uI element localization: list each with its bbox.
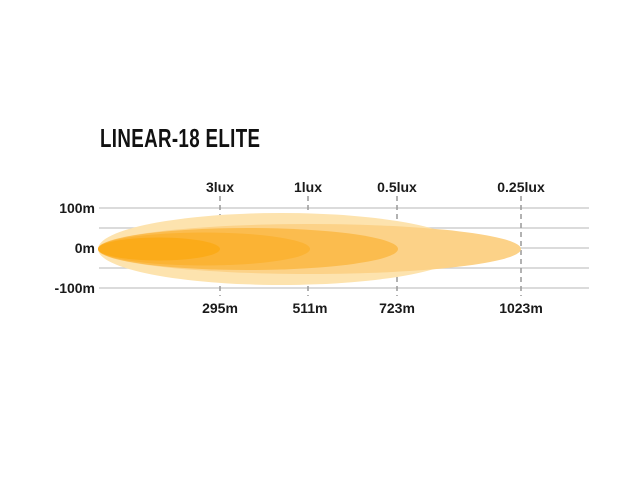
distance-label-511m: 511m	[292, 300, 328, 316]
distance-label-1023m: 1023m	[499, 300, 543, 316]
lux-label-1lux: 1lux	[293, 179, 322, 195]
beam-band-three-lux	[98, 237, 220, 261]
distance-label-295m: 295m	[202, 300, 238, 316]
beam-ellipses	[98, 213, 521, 285]
page-title: LINEAR-18 ELITE	[100, 123, 261, 153]
lux-label-0.5lux: 0.5lux	[377, 179, 417, 195]
lux-label-3lux: 3lux	[205, 179, 234, 195]
y-axis-label-100m: 100m	[59, 200, 95, 216]
lux-label-0.25lux: 0.25lux	[497, 179, 545, 195]
y-axis-label-0m: 0m	[74, 240, 95, 256]
y-axis-label-minus100m: -100m	[54, 280, 95, 296]
distance-label-723m: 723m	[379, 300, 415, 316]
